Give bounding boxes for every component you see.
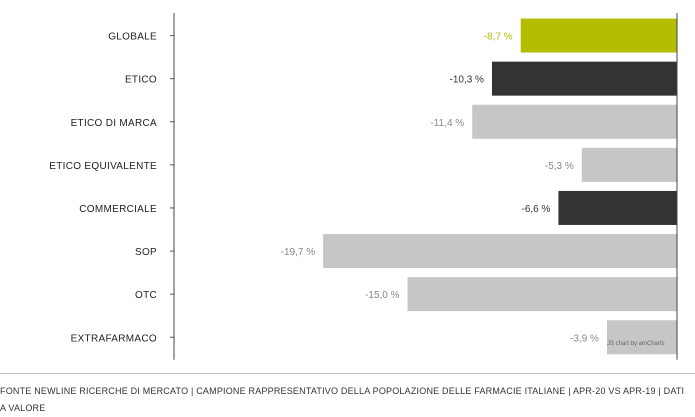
category-label-extrafarmaco: EXTRAFARMACO	[71, 333, 157, 344]
bar-etico-di-marca	[472, 104, 677, 139]
source-note: FONTE NEWLINE RICERCHE DI MERCATO | CAMP…	[0, 383, 695, 417]
data-label-sop: -19,7 %	[281, 247, 316, 258]
category-label-etico-equivalente: ETICO EQUIVALENTE	[49, 161, 157, 172]
bar-extrafarmaco	[606, 320, 677, 355]
amcharts-credit[interactable]: JS chart by amCharts	[607, 341, 665, 347]
category-label-sop: SOP	[135, 247, 157, 258]
category-label-commerciale: COMMERCIALE	[79, 204, 157, 215]
bar-etico-equivalente	[581, 147, 677, 182]
source-note-line-1: FONTE NEWLINE RICERCHE DI MERCATO | CAMP…	[0, 386, 685, 396]
data-label-commerciale: -6,6 %	[522, 204, 551, 215]
bar-etico	[491, 61, 677, 96]
data-label-globale: -8,7 %	[484, 32, 513, 43]
bar-commerciale	[558, 190, 677, 225]
bar-globale	[520, 18, 677, 53]
category-label-etico: ETICO	[125, 75, 157, 86]
data-label-etico-equivalente: -5,3 %	[545, 161, 574, 172]
category-label-etico-di-marca: ETICO DI MARCA	[71, 118, 157, 129]
category-label-otc: OTC	[135, 290, 157, 301]
data-label-etico: -10,3 %	[449, 75, 484, 86]
bar-chart: -8,7 % GLOBALE -10,3 % ETICO -11,4 % ETICO DI…	[0, 13, 695, 374]
category-label-globale: GLOBALE	[108, 32, 157, 43]
source-note-line-2: A VALORE	[0, 403, 46, 413]
data-label-extrafarmaco: -3,9 %	[570, 333, 599, 344]
bar-otc	[407, 277, 677, 312]
data-label-otc: -15,0 %	[365, 290, 400, 301]
data-label-etico-di-marca: -11,4 %	[430, 118, 464, 129]
bar-sop	[323, 234, 677, 269]
